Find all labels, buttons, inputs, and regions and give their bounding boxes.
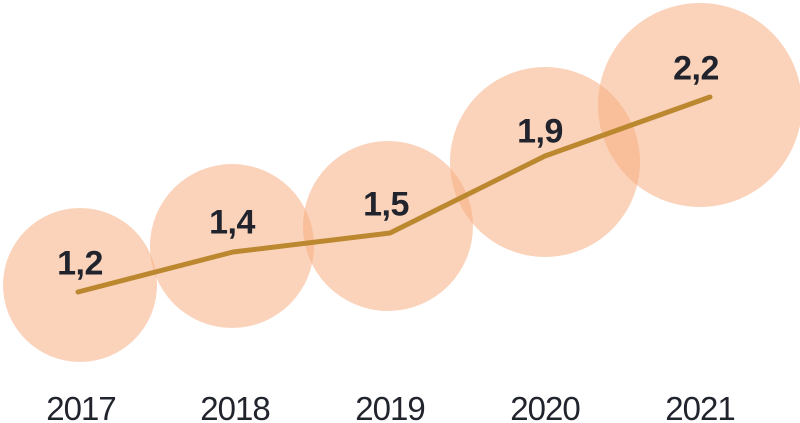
value-label-2018: 1,4 [209,203,255,242]
x-axis-label-2019: 2019 [355,390,425,423]
x-axis-label-2017: 2017 [46,390,116,423]
x-axis-label-2021: 2021 [665,390,735,423]
bubble-2021 [598,3,800,207]
value-label-2019: 1,5 [363,185,409,224]
value-label-2020: 1,9 [517,112,563,151]
bubble-2019 [303,141,473,311]
trend-polyline [75,94,713,295]
value-label-2021: 2,2 [673,49,719,88]
value-label-2017: 1,2 [57,244,103,283]
bubble-2017 [3,208,157,362]
x-axis-label-2020: 2020 [510,390,580,423]
x-axis-label-2018: 2018 [200,390,270,423]
